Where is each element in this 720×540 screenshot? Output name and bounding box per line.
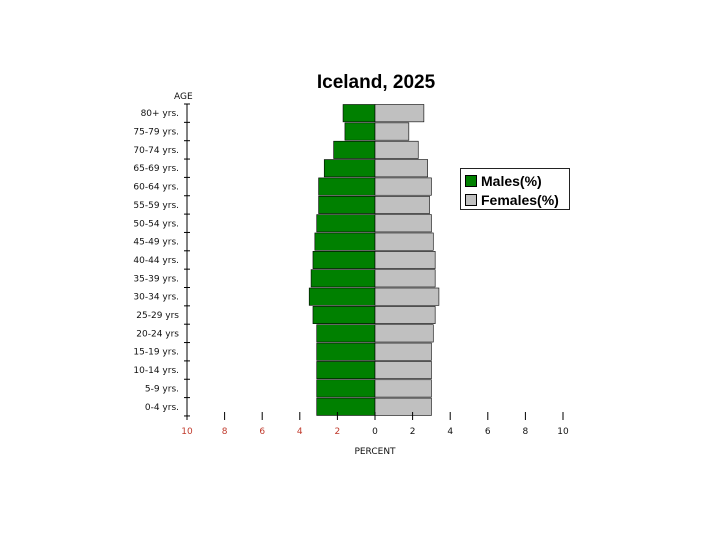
bar-male <box>318 177 376 196</box>
x-tick-label: 6 <box>259 427 265 437</box>
bar-male <box>316 214 376 233</box>
y-tick-label: 10-14 yrs. <box>133 366 179 376</box>
bar-male <box>344 122 376 141</box>
bar-female <box>374 195 430 214</box>
x-tick-label: 10 <box>181 427 193 437</box>
bar-female <box>374 342 432 361</box>
bar-female <box>374 269 436 288</box>
bar-female <box>374 122 410 141</box>
bar-male <box>316 397 376 416</box>
y-tick-label: 55-59 yrs. <box>133 201 179 211</box>
y-tick-label: 30-34 yrs. <box>133 293 179 303</box>
y-tick-label: 15-19 yrs. <box>133 348 179 358</box>
x-axis-label: PERCENT <box>354 447 396 457</box>
bar-female <box>374 324 434 343</box>
y-tick-label: 60-64 yrs. <box>133 183 179 193</box>
bar-male <box>312 251 376 269</box>
bar-female <box>374 361 432 380</box>
legend: Males(%) Females(%) <box>460 168 570 210</box>
bar-female <box>374 306 436 325</box>
bar-male <box>333 140 376 159</box>
x-tick-label: 2 <box>335 427 341 437</box>
y-axis-label: AGE <box>174 92 193 102</box>
legend-item-males: Males(%) <box>465 171 565 190</box>
legend-item-females: Females(%) <box>465 190 565 209</box>
bar-female <box>374 397 432 416</box>
bar-female <box>374 177 432 196</box>
y-tick-label: 20-24 yrs <box>136 329 179 339</box>
x-tick-label: 4 <box>447 427 453 437</box>
x-tick-label: 6 <box>485 427 491 437</box>
y-tick-label: 75-79 yrs. <box>133 128 179 138</box>
y-tick-label: 50-54 yrs. <box>133 219 179 229</box>
y-tick-label: 45-49 yrs. <box>133 238 179 248</box>
bar-male <box>316 342 376 361</box>
bar-male <box>310 269 376 288</box>
chart-title: Iceland, 2025 <box>317 72 436 93</box>
y-tick-label: 25-29 yrs <box>136 311 179 321</box>
y-tick-label: 40-44 yrs. <box>133 256 179 266</box>
bar-male <box>316 361 376 380</box>
y-tick-label: 0-4 yrs. <box>145 403 179 413</box>
bar-female <box>374 104 425 123</box>
bar-female <box>374 140 419 159</box>
legend-swatch-males <box>465 174 477 187</box>
bar-female <box>374 251 436 269</box>
bar-male <box>318 195 376 214</box>
bar-female <box>374 232 434 251</box>
legend-swatch-females <box>465 193 477 206</box>
bar-female <box>374 159 428 178</box>
bar-male <box>342 104 376 123</box>
y-tick-label: 70-74 yrs. <box>133 146 179 156</box>
x-tick-label: 2 <box>410 427 416 437</box>
legend-label-males: Males(%) <box>481 172 542 189</box>
bar-female <box>374 214 432 233</box>
y-tick-label: 65-69 yrs. <box>133 164 179 174</box>
bar-male <box>316 379 376 398</box>
bar-male <box>316 324 376 343</box>
bar-male <box>314 232 376 251</box>
bar-female <box>374 379 432 398</box>
legend-label-females: Females(%) <box>481 191 559 208</box>
x-tick-label: 8 <box>222 427 228 437</box>
y-tick-label: 80+ yrs. <box>141 109 179 119</box>
x-tick-label: 0 <box>372 427 378 437</box>
bar-male <box>312 306 376 325</box>
y-tick-label: 35-39 yrs. <box>133 274 179 284</box>
x-tick-label: 8 <box>523 427 529 437</box>
bar-female <box>374 287 440 306</box>
bar-male <box>308 287 376 306</box>
x-tick-label: 10 <box>557 427 569 437</box>
x-tick-label: 4 <box>297 427 303 437</box>
bar-male <box>323 159 376 178</box>
y-tick-label: 5-9 yrs. <box>145 384 179 394</box>
